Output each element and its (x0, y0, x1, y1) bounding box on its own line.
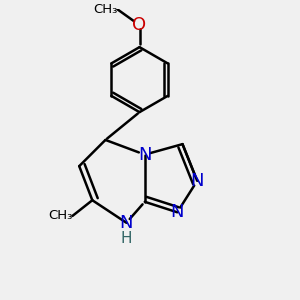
Text: CH₃: CH₃ (48, 209, 72, 223)
Text: N: N (170, 203, 184, 221)
Text: CH₃: CH₃ (93, 3, 118, 16)
Text: H: H (121, 231, 132, 246)
Text: O: O (133, 16, 147, 34)
Text: N: N (138, 146, 152, 164)
Text: N: N (190, 172, 204, 190)
Text: N: N (120, 214, 133, 232)
